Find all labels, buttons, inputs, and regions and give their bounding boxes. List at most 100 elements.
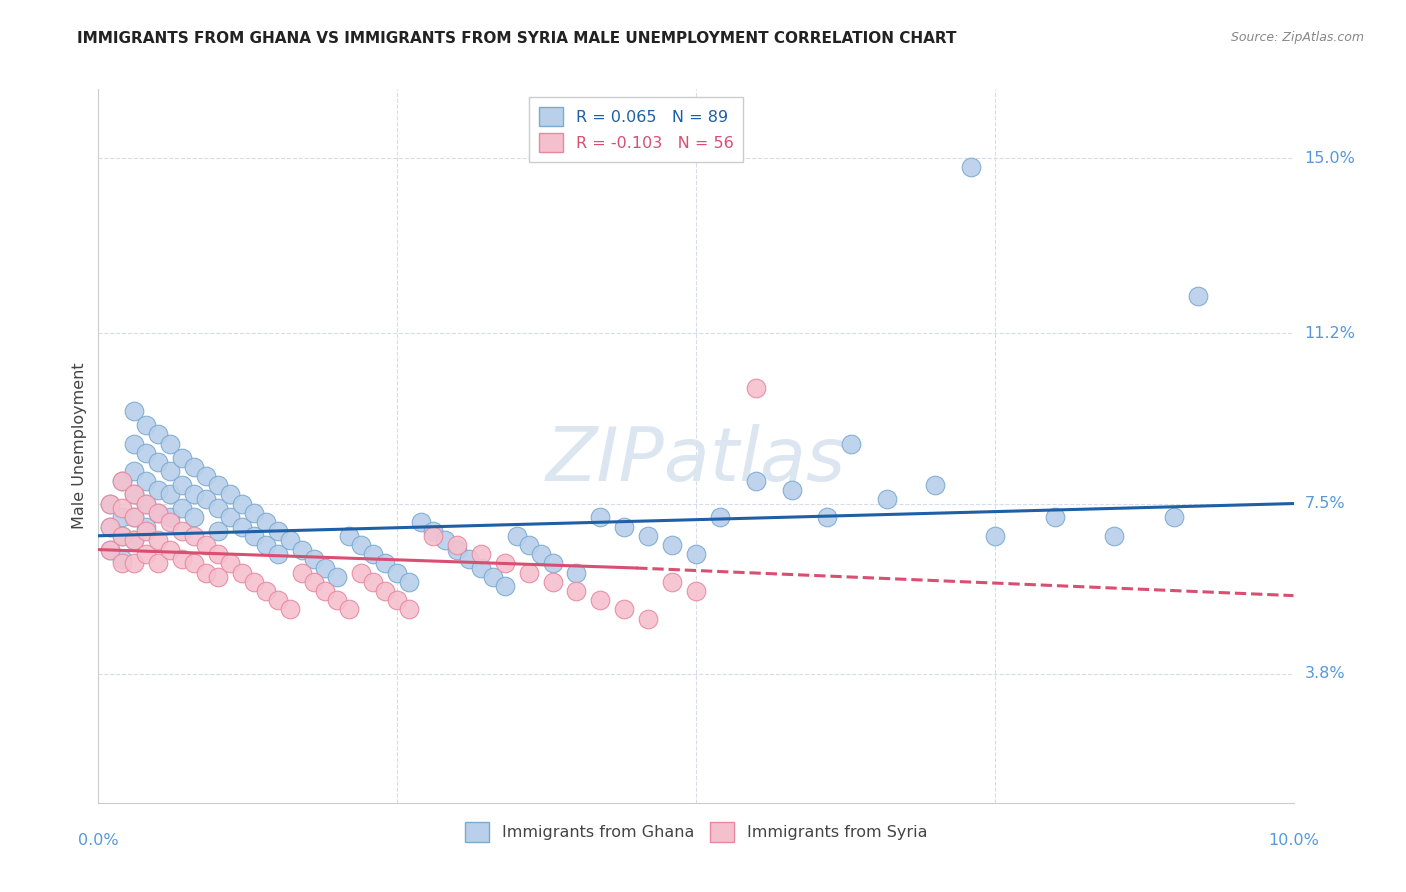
Text: 11.2%: 11.2% xyxy=(1305,326,1355,341)
Point xyxy=(148,427,170,442)
Point xyxy=(124,436,146,450)
Point xyxy=(207,478,229,492)
Point xyxy=(530,547,553,561)
Point xyxy=(780,483,803,497)
Point xyxy=(124,557,146,571)
Point xyxy=(135,446,157,460)
Point xyxy=(278,602,301,616)
Point xyxy=(111,501,134,516)
Point xyxy=(315,561,337,575)
Point xyxy=(315,584,337,599)
Point xyxy=(124,464,146,478)
Point xyxy=(111,510,134,524)
Point xyxy=(709,510,731,524)
Point xyxy=(159,487,181,501)
Point xyxy=(135,547,157,561)
Point xyxy=(148,455,170,469)
Point xyxy=(637,612,659,626)
Point xyxy=(111,529,134,543)
Point xyxy=(661,574,683,589)
Legend: Immigrants from Ghana, Immigrants from Syria: Immigrants from Ghana, Immigrants from S… xyxy=(458,816,934,848)
Point xyxy=(385,566,409,580)
Point xyxy=(135,524,157,538)
Point xyxy=(183,510,205,524)
Point xyxy=(183,557,205,571)
Point xyxy=(374,557,396,571)
Point xyxy=(267,547,290,561)
Point xyxy=(219,510,242,524)
Point xyxy=(482,570,505,584)
Point xyxy=(470,547,492,561)
Point xyxy=(148,557,170,571)
Point xyxy=(470,561,492,575)
Point xyxy=(243,574,266,589)
Point xyxy=(350,538,373,552)
Point xyxy=(231,497,253,511)
Point xyxy=(219,487,242,501)
Point xyxy=(613,602,636,616)
Point xyxy=(172,551,194,566)
Point xyxy=(124,404,146,418)
Point xyxy=(148,506,170,520)
Text: Source: ZipAtlas.com: Source: ZipAtlas.com xyxy=(1230,31,1364,45)
Point xyxy=(159,510,181,524)
Point xyxy=(422,529,444,543)
Point xyxy=(243,529,266,543)
Point xyxy=(207,501,229,516)
Point xyxy=(494,557,516,571)
Point xyxy=(159,515,181,529)
Point xyxy=(350,566,373,580)
Text: 0.0%: 0.0% xyxy=(79,833,118,848)
Point xyxy=(745,381,768,395)
Point xyxy=(183,459,205,474)
Point xyxy=(1043,510,1066,524)
Point xyxy=(111,474,134,488)
Point xyxy=(111,474,134,488)
Point xyxy=(111,557,134,571)
Text: IMMIGRANTS FROM GHANA VS IMMIGRANTS FROM SYRIA MALE UNEMPLOYMENT CORRELATION CHA: IMMIGRANTS FROM GHANA VS IMMIGRANTS FROM… xyxy=(77,31,957,46)
Point xyxy=(589,510,612,524)
Point xyxy=(1163,510,1185,524)
Point xyxy=(254,584,277,599)
Point xyxy=(434,533,457,548)
Point xyxy=(124,487,146,501)
Point xyxy=(589,593,612,607)
Point xyxy=(422,524,444,538)
Point xyxy=(254,515,277,529)
Point xyxy=(291,566,314,580)
Point xyxy=(302,551,325,566)
Point xyxy=(541,557,564,571)
Point xyxy=(841,436,863,450)
Point xyxy=(124,487,146,501)
Point xyxy=(924,478,946,492)
Point xyxy=(124,533,146,548)
Point xyxy=(326,570,349,584)
Point xyxy=(98,519,122,533)
Point xyxy=(207,524,229,538)
Point xyxy=(385,593,409,607)
Text: 10.0%: 10.0% xyxy=(1268,833,1319,848)
Point xyxy=(267,593,290,607)
Point xyxy=(278,533,301,548)
Point xyxy=(243,506,266,520)
Point xyxy=(195,566,218,580)
Point xyxy=(231,566,253,580)
Point xyxy=(195,491,218,506)
Point xyxy=(446,542,468,557)
Point xyxy=(446,538,468,552)
Point xyxy=(172,450,194,465)
Point xyxy=(111,529,134,543)
Point xyxy=(661,538,683,552)
Point xyxy=(98,542,122,557)
Point xyxy=(984,529,1007,543)
Point xyxy=(326,593,349,607)
Point xyxy=(1104,529,1126,543)
Point xyxy=(135,474,157,488)
Point xyxy=(148,483,170,497)
Point xyxy=(135,497,157,511)
Point xyxy=(98,519,122,533)
Point xyxy=(517,538,540,552)
Point xyxy=(613,519,636,533)
Y-axis label: Male Unemployment: Male Unemployment xyxy=(72,363,87,529)
Point xyxy=(231,519,253,533)
